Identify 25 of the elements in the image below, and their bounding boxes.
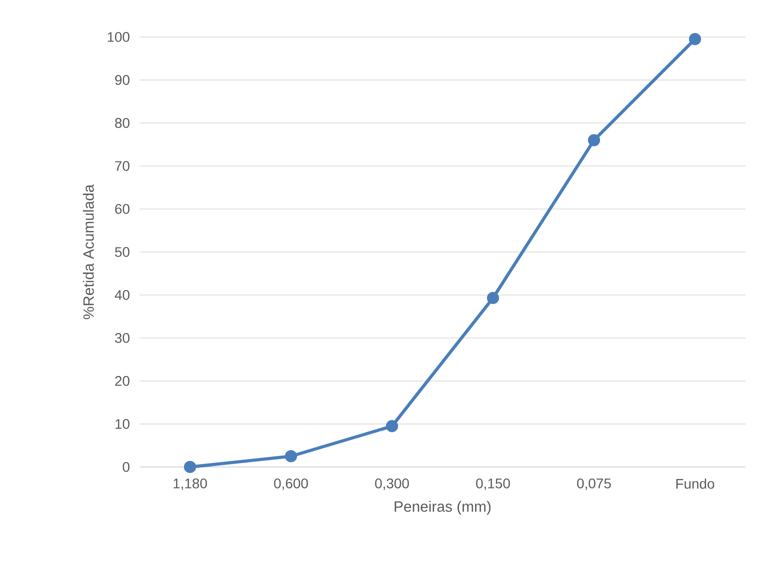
x-tick-label: 0,600: [274, 478, 308, 490]
y-tick-label: 40: [114, 290, 130, 300]
y-tick-label: 70: [115, 161, 130, 171]
x-tick-label: 0,075: [577, 478, 611, 490]
point: [284, 450, 298, 462]
point: [184, 460, 196, 474]
point: [386, 420, 398, 432]
point: [588, 134, 600, 146]
point: [688, 33, 702, 46]
y-tick-label: 50: [115, 247, 130, 257]
y-tick-label: 0: [122, 462, 130, 472]
point: [486, 292, 500, 304]
x-tick-label: 0,300: [375, 478, 409, 490]
y-axis-title: %Retida Acumulada: [82, 184, 94, 320]
x-tick-label: 1,180: [174, 478, 207, 490]
y-tick-label: 80: [115, 118, 130, 128]
y-tick-label: 30: [115, 333, 130, 343]
x-axis-title: Peneiras (mm): [394, 500, 491, 515]
y-tick-label: 60: [115, 204, 130, 214]
y-tick-label: 100: [108, 32, 130, 42]
y-tick-label: 10: [116, 419, 130, 429]
y-tick-label: 90: [115, 75, 130, 85]
x-tick-label: 0,150: [476, 478, 510, 490]
x-tick-label: Fundo: [676, 478, 714, 489]
y-tick-label: 20: [115, 376, 130, 386]
